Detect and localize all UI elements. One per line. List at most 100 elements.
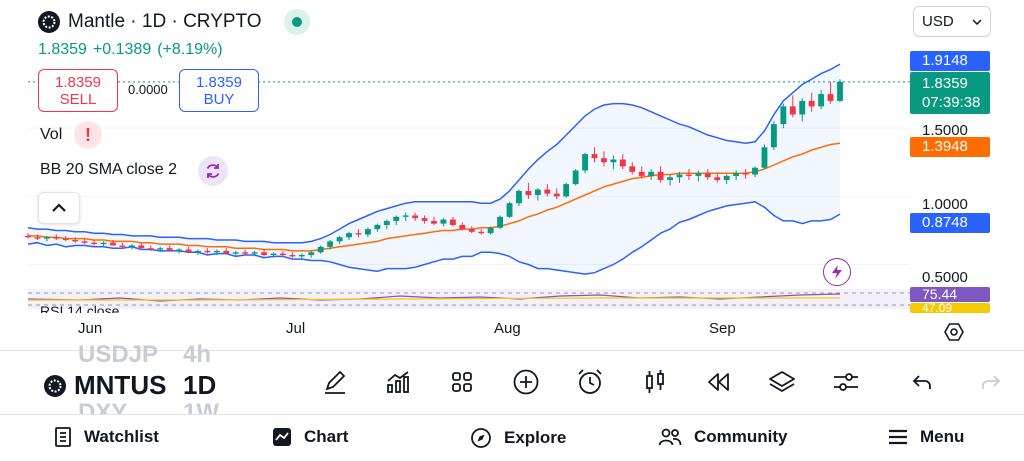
symbol-selector[interactable]: MNTUS xyxy=(44,370,166,401)
last-price: 1.8359 xyxy=(38,41,87,58)
candle xyxy=(261,249,267,257)
candle xyxy=(138,242,145,249)
templates-icon[interactable] xyxy=(447,367,477,397)
candle xyxy=(818,90,825,110)
rsi-ma-line xyxy=(28,297,840,301)
candle xyxy=(412,212,419,221)
chevron-up-icon xyxy=(52,203,66,212)
candle xyxy=(808,92,815,112)
candle xyxy=(516,189,522,206)
candle xyxy=(232,250,239,257)
candle xyxy=(837,79,843,103)
candle xyxy=(91,240,98,246)
candle xyxy=(176,248,182,254)
chevron-down-icon xyxy=(972,18,982,25)
add-icon[interactable] xyxy=(511,367,541,397)
redo-icon[interactable] xyxy=(976,367,1006,397)
candle xyxy=(468,226,475,234)
candle xyxy=(213,249,220,255)
candle xyxy=(506,201,513,219)
sell-button[interactable]: 1.8359 SELL xyxy=(38,69,118,112)
candle xyxy=(25,233,31,239)
candle xyxy=(723,174,730,185)
candle xyxy=(308,250,315,258)
candle xyxy=(185,246,192,253)
rsi-ma-value-tag: 47.09 xyxy=(910,303,990,313)
nav-watchlist[interactable]: Watchlist xyxy=(54,427,159,447)
alarm-icon[interactable] xyxy=(575,367,605,397)
candle xyxy=(761,144,768,170)
nav-chart[interactable]: Chart xyxy=(272,427,348,447)
candle xyxy=(770,121,777,150)
bollinger-indicator-label[interactable]: BB 20 SMA close 2 xyxy=(40,161,177,178)
nav-community[interactable]: Community xyxy=(658,427,788,447)
price-chart[interactable] xyxy=(0,0,1024,350)
candle xyxy=(676,171,683,183)
candle xyxy=(657,166,664,183)
chart-settings-icon[interactable] xyxy=(944,322,964,342)
candle xyxy=(487,226,494,235)
undo-icon[interactable] xyxy=(907,367,937,397)
candle xyxy=(364,227,371,238)
symbol-name: MNTUS xyxy=(74,370,167,400)
rsi-value-tag: 75.44 xyxy=(910,287,990,302)
volume-indicator-label[interactable]: Vol xyxy=(40,126,63,143)
candle xyxy=(827,81,834,104)
candle xyxy=(449,216,456,227)
candle xyxy=(393,215,400,225)
candle xyxy=(166,245,173,251)
lightning-icon[interactable] xyxy=(823,258,851,286)
pencil-icon[interactable] xyxy=(320,367,350,397)
collapse-legend-button[interactable] xyxy=(38,192,80,224)
candle xyxy=(289,252,296,258)
candles-icon[interactable] xyxy=(640,367,670,397)
time-tick: Jul xyxy=(286,320,306,337)
last-price-tag-value: 1.8359 xyxy=(922,75,968,92)
chart-toolbar: USDJP 4h DXY 1W MNTUS 1D xyxy=(0,341,1024,426)
candle xyxy=(100,241,107,247)
symbol-title: Mantle · 1D · CRYPTO xyxy=(68,11,262,32)
candle xyxy=(355,229,362,238)
replay-icon[interactable] xyxy=(703,367,733,397)
candle xyxy=(62,235,69,242)
candle xyxy=(280,250,286,257)
time-tick: Jun xyxy=(78,320,103,337)
warning-icon[interactable]: ! xyxy=(74,121,102,149)
rsi-indicator-label[interactable]: RSI 14 close xyxy=(40,303,120,313)
candle xyxy=(317,245,324,254)
candle xyxy=(383,219,390,230)
market-open-icon[interactable] xyxy=(283,9,310,35)
nav-menu[interactable]: Menu xyxy=(888,427,964,447)
candle xyxy=(648,169,655,180)
bb-upper-tag: 1.9148 xyxy=(910,51,990,71)
people-icon xyxy=(658,428,682,446)
buy-button[interactable]: 1.8359 BUY xyxy=(179,69,259,112)
candle xyxy=(459,222,466,231)
candle xyxy=(667,174,673,186)
buy-price: 1.8359 xyxy=(196,73,242,91)
indicators-icon[interactable] xyxy=(383,367,413,397)
candle xyxy=(525,182,532,200)
candle xyxy=(591,147,598,163)
price-tick: 1.5000 xyxy=(922,122,968,139)
interval-selector[interactable]: 1D xyxy=(183,370,217,400)
ghost-symbol: USDJP xyxy=(78,341,159,368)
candle xyxy=(619,154,626,170)
nav-label: Chart xyxy=(304,427,349,446)
bollinger-basis-line xyxy=(28,142,841,252)
candle xyxy=(601,151,607,167)
candle xyxy=(799,98,806,122)
currency-select[interactable]: USD xyxy=(913,6,991,37)
layers-icon[interactable] xyxy=(767,367,797,397)
candle xyxy=(478,229,485,235)
candle xyxy=(195,249,201,255)
candle xyxy=(752,166,758,178)
settings-sliders-icon[interactable] xyxy=(831,367,861,397)
candle xyxy=(34,234,41,240)
nav-explore[interactable]: Explore xyxy=(470,427,566,449)
candle xyxy=(686,169,692,180)
candle xyxy=(553,188,560,200)
refresh-icon[interactable] xyxy=(198,156,228,186)
candle xyxy=(204,248,211,254)
symbol-header[interactable]: Mantle · 1D · CRYPTO xyxy=(38,9,310,35)
